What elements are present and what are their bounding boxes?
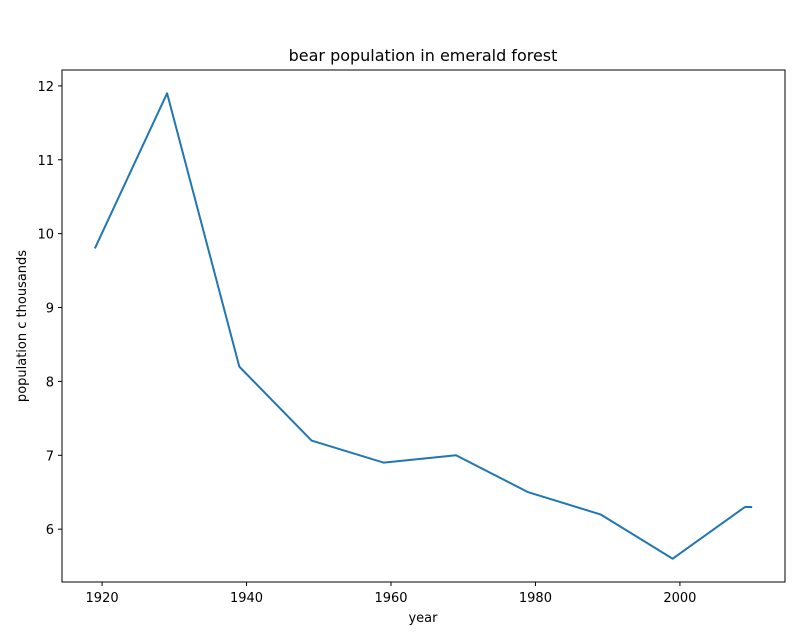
- y-tick-label: 11: [37, 154, 54, 169]
- y-tick-label: 12: [37, 80, 54, 95]
- y-tick-label: 7: [46, 449, 54, 464]
- x-tick-label: 1920: [86, 591, 119, 606]
- y-tick-label: 10: [37, 228, 54, 243]
- y-axis-label: population c thousands: [15, 250, 30, 402]
- y-tick-label: 8: [46, 375, 54, 390]
- chart-title: bear population in emerald forest: [289, 46, 558, 65]
- y-tick-label: 6: [46, 523, 54, 538]
- plot-area: [62, 70, 785, 582]
- y-axis-ticks: 6 7 8 9 10 11 12: [37, 80, 62, 538]
- y-tick-label: 9: [46, 302, 54, 317]
- x-tick-label: 1940: [230, 591, 263, 606]
- plot-frame: [61, 69, 786, 583]
- x-tick-label: 2000: [663, 591, 696, 606]
- x-tick-label: 1980: [519, 591, 552, 606]
- x-axis-ticks: 1920 1940 1960 1980 2000: [86, 582, 696, 606]
- x-tick-label: 1960: [374, 591, 407, 606]
- x-axis-label: year: [408, 611, 438, 626]
- series-line: [93, 92, 753, 560]
